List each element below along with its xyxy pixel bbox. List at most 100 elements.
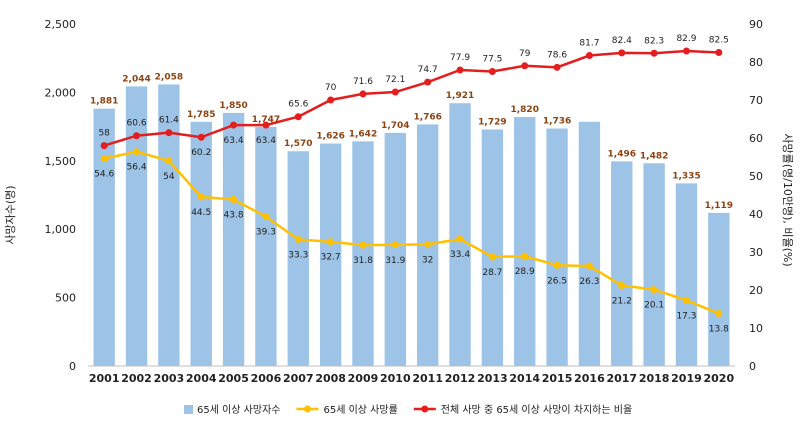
y-tick-label-left: 0 — [69, 360, 76, 373]
elderly-share-point — [618, 49, 626, 57]
bar — [546, 128, 568, 366]
bar-value-label: 1,119 — [705, 201, 733, 211]
legend-label: 65세 이상 사망자수 — [197, 404, 280, 416]
y-tick-label-right: 80 — [749, 56, 763, 69]
x-tick-label: 2007 — [283, 372, 314, 385]
y-tick-label-left: 2,000 — [45, 86, 77, 99]
legend-label: 전체 사망 중 65세 이상 사망이 차지하는 비율 — [441, 403, 632, 416]
elderly-share-point — [133, 132, 141, 140]
share-value-label: 61.4 — [159, 116, 179, 126]
elderly-share-point — [262, 121, 270, 129]
legend-label: 65세 이상 사망률 — [323, 404, 397, 416]
death-rate-point — [294, 235, 302, 243]
y-tick-label-right: 40 — [749, 208, 763, 221]
death-rate-point — [585, 262, 593, 270]
legend-swatch-bar — [184, 405, 193, 414]
death-rate-value-label: 31.9 — [385, 256, 405, 266]
y-tick-label-right: 10 — [749, 322, 763, 335]
x-tick-label: 2011 — [412, 372, 443, 385]
death-rate-value-label: 43.8 — [224, 211, 244, 221]
y-tick-label-right: 60 — [749, 132, 763, 145]
elderly-share-point — [391, 88, 399, 96]
bar — [708, 212, 730, 366]
share-value-label: 60.6 — [127, 119, 147, 129]
death-rate-value-label: 28.9 — [515, 267, 535, 277]
x-tick-label: 2008 — [315, 372, 346, 385]
elderly-share-point — [294, 113, 302, 121]
bar-value-label: 1,766 — [413, 112, 441, 122]
death-rate-point — [618, 281, 626, 289]
data-labels: 1,881 2,044 2,058 1,785 1,850 1,747 1,570 1,626… — [90, 34, 733, 335]
bar-value-label: 1,785 — [187, 110, 215, 120]
elderly-share-point — [650, 49, 658, 57]
bar — [384, 132, 407, 366]
death-rate-value-label: 39.3 — [256, 228, 276, 238]
death-rate-line — [103, 150, 720, 315]
bar — [319, 143, 342, 366]
share-value-label: 82.9 — [676, 34, 696, 44]
death-rate-point — [391, 241, 399, 249]
death-rate-value-label: 54 — [163, 172, 175, 182]
death-rate-value-label: 17.3 — [676, 311, 696, 321]
elderly-share-point — [521, 62, 529, 70]
x-tick-label: 2015 — [542, 372, 573, 385]
legend-swatch-marker — [303, 405, 311, 413]
y-tick-label-right: 30 — [749, 246, 763, 259]
x-tick-label: 2003 — [154, 372, 185, 385]
share-value-label: 82.3 — [644, 36, 664, 46]
bar-value-label: 1,335 — [672, 171, 700, 181]
bar — [125, 86, 148, 366]
axes: 0 500 1,000 1,500 2,000 2,500 0 10 20 30 40 50 60 70 8… — [45, 18, 764, 385]
elderly-share-point — [682, 47, 690, 55]
x-tick-label: 2010 — [380, 372, 411, 385]
x-tick-label: 2005 — [218, 372, 249, 385]
bar-value-label: 1,626 — [316, 132, 344, 142]
bar-value-label: 2,044 — [122, 74, 150, 84]
death-rate-value-label: 32.7 — [321, 253, 341, 263]
death-rate-point — [165, 157, 173, 165]
bar — [675, 183, 698, 366]
x-tick-label: 2017 — [606, 372, 637, 385]
death-rate-value-label: 33.4 — [450, 250, 470, 260]
death-rate-value-label: 56.4 — [127, 163, 147, 173]
x-tick-label: 2006 — [251, 372, 282, 385]
bar-value-label: 1,496 — [608, 149, 636, 159]
death-rate-value-label: 20.1 — [644, 301, 664, 311]
death-rate-point — [359, 241, 367, 249]
elderly-share-point — [165, 129, 173, 137]
bar — [643, 163, 665, 366]
death-rate-point — [230, 196, 238, 204]
death-rate-point — [715, 310, 723, 318]
share-value-label: 70 — [325, 83, 337, 93]
y-axis-title-right: 사망률(명/10만명), 비율(%) — [781, 133, 794, 266]
death-rate-value-label: 31.8 — [353, 256, 373, 266]
death-rate-point — [197, 193, 205, 201]
bar-value-label: 1,921 — [446, 91, 474, 101]
death-rate-value-label: 54.6 — [94, 170, 114, 180]
bar-value-label: 1,704 — [381, 121, 409, 131]
bar — [255, 127, 277, 366]
death-rate-point — [456, 235, 464, 243]
bar — [158, 84, 180, 366]
bar — [222, 112, 245, 366]
elderly-share-point — [456, 66, 464, 74]
elderly-share-point — [230, 121, 238, 129]
x-tick-label: 2004 — [186, 372, 217, 385]
death-rate-point — [424, 240, 432, 248]
y-tick-label-right: 70 — [749, 94, 763, 107]
y-tick-label-left: 1,500 — [45, 155, 77, 168]
x-tick-label: 2020 — [704, 372, 735, 385]
elderly-share-point — [197, 133, 205, 141]
share-value-label: 79 — [519, 49, 531, 59]
y-tick-label-left: 500 — [55, 292, 76, 305]
share-value-label: 82.5 — [709, 36, 729, 46]
death-rate-value-label: 33.3 — [288, 250, 308, 260]
death-rate-value-label: 13.8 — [709, 325, 729, 335]
bar — [93, 108, 115, 366]
share-value-label: 78.6 — [547, 50, 567, 60]
death-rate-point — [488, 253, 496, 261]
share-value-label: 77.9 — [450, 53, 470, 63]
elderly-share-point — [553, 63, 561, 71]
death-rate-point — [133, 148, 141, 156]
death-rate-value-label: 21.2 — [612, 296, 632, 306]
